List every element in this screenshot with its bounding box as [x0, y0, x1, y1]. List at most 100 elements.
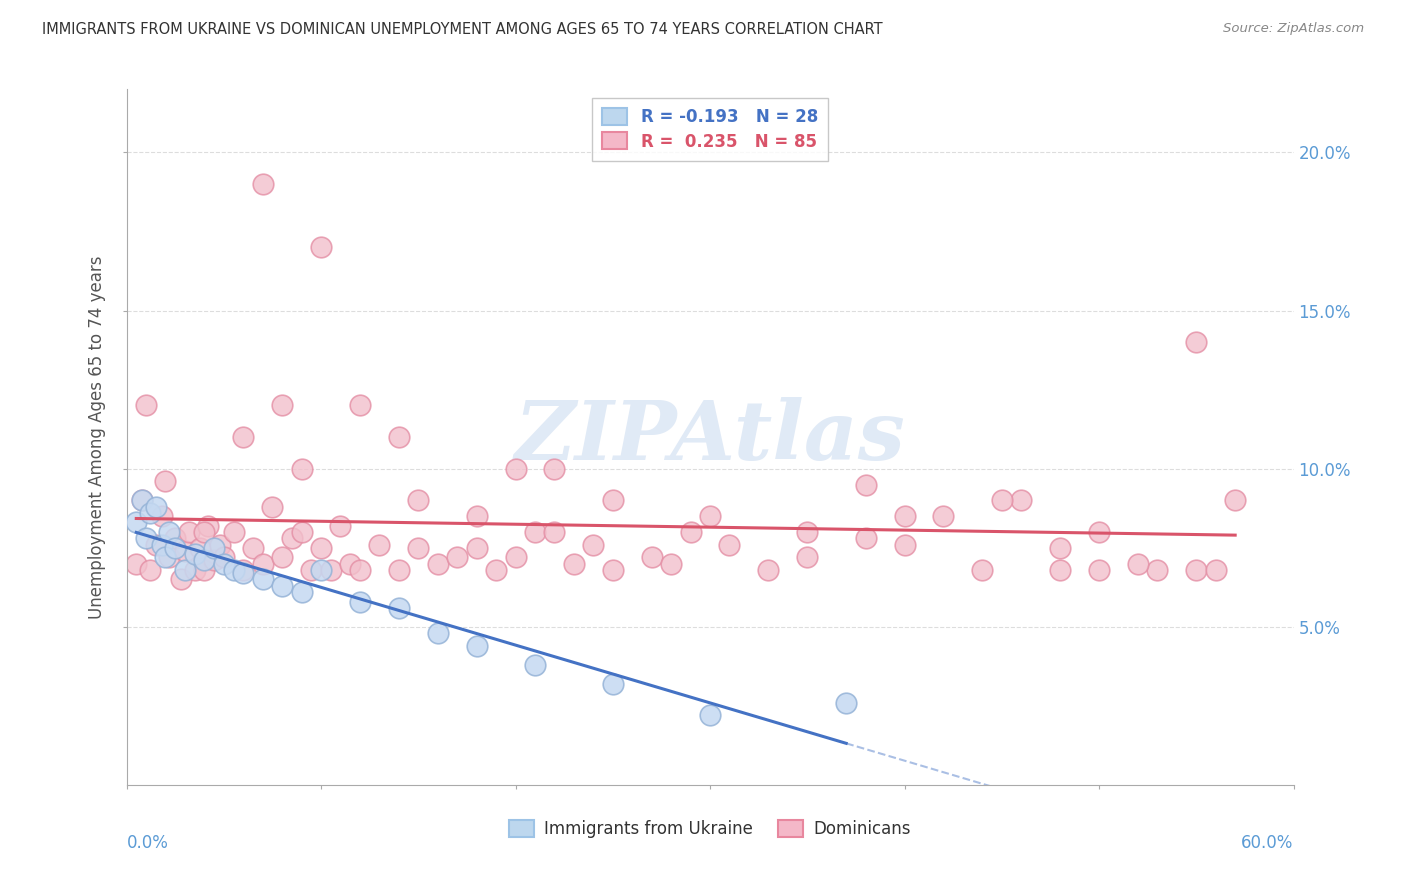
Point [368, 538, 391, 552]
Point [699, 708, 721, 723]
Point [262, 500, 284, 514]
Point [582, 538, 605, 552]
Text: Source: ZipAtlas.com: Source: ZipAtlas.com [1223, 22, 1364, 36]
Text: ZIPAtlas: ZIPAtlas [515, 397, 905, 477]
Point [145, 538, 167, 552]
Point [125, 557, 148, 571]
Point [1146, 563, 1168, 577]
Point [202, 553, 225, 567]
Point [893, 538, 915, 552]
Point [1088, 524, 1111, 539]
Point [543, 461, 565, 475]
Point [893, 509, 915, 524]
Point [150, 509, 173, 524]
Point [329, 518, 352, 533]
Point [222, 563, 245, 577]
Point [932, 509, 955, 524]
Point [388, 430, 411, 444]
Point [388, 600, 411, 615]
Point [972, 563, 994, 577]
Point [290, 524, 312, 539]
Point [183, 563, 205, 577]
Legend: Immigrants from Ukraine, Dominicans: Immigrants from Ukraine, Dominicans [501, 812, 920, 847]
Point [1205, 563, 1227, 577]
Point [125, 516, 148, 530]
Point [232, 563, 254, 577]
Point [426, 557, 449, 571]
Point [1049, 563, 1071, 577]
Point [718, 538, 741, 552]
Point [177, 524, 200, 539]
Point [299, 563, 322, 577]
Point [1185, 563, 1208, 577]
Point [426, 626, 449, 640]
Point [290, 461, 312, 475]
Point [679, 524, 702, 539]
Point [408, 493, 430, 508]
Text: 0.0%: 0.0% [127, 834, 169, 852]
Point [465, 541, 488, 555]
Point [170, 573, 193, 587]
Point [242, 541, 264, 555]
Point [699, 509, 721, 524]
Point [165, 531, 187, 545]
Point [252, 177, 274, 191]
Y-axis label: Unemployment Among Ages 65 to 74 years: Unemployment Among Ages 65 to 74 years [89, 255, 107, 619]
Point [222, 524, 245, 539]
Point [281, 531, 304, 545]
Point [193, 553, 215, 567]
Point [1049, 541, 1071, 555]
Point [271, 399, 294, 413]
Point [349, 399, 371, 413]
Text: 60.0%: 60.0% [1241, 834, 1294, 852]
Point [271, 550, 294, 565]
Point [165, 541, 187, 555]
Text: IMMIGRANTS FROM UKRAINE VS DOMINICAN UNEMPLOYMENT AMONG AGES 65 TO 74 YEARS CORR: IMMIGRANTS FROM UKRAINE VS DOMINICAN UNE… [42, 22, 883, 37]
Point [641, 550, 664, 565]
Point [523, 524, 546, 539]
Point [193, 563, 215, 577]
Point [835, 696, 858, 710]
Point [446, 550, 468, 565]
Point [155, 550, 177, 565]
Point [309, 541, 332, 555]
Point [339, 557, 361, 571]
Point [252, 557, 274, 571]
Point [319, 563, 342, 577]
Point [183, 547, 205, 561]
Point [157, 550, 180, 565]
Point [1088, 563, 1111, 577]
Point [465, 639, 488, 653]
Point [271, 579, 294, 593]
Point [1126, 557, 1149, 571]
Point [174, 563, 197, 577]
Point [252, 573, 274, 587]
Point [796, 524, 818, 539]
Point [1010, 493, 1032, 508]
Point [212, 557, 235, 571]
Point [135, 531, 157, 545]
Point [602, 493, 624, 508]
Point [562, 557, 585, 571]
Point [190, 541, 212, 555]
Point [139, 506, 162, 520]
Point [135, 399, 157, 413]
Point [150, 538, 173, 552]
Point [349, 563, 371, 577]
Point [543, 524, 565, 539]
Point [232, 430, 254, 444]
Point [1223, 493, 1246, 508]
Point [212, 550, 235, 565]
Point [855, 531, 877, 545]
Point [309, 240, 332, 254]
Point [388, 563, 411, 577]
Point [309, 563, 332, 577]
Point [505, 550, 527, 565]
Point [349, 594, 371, 608]
Point [602, 677, 624, 691]
Point [290, 585, 312, 599]
Point [990, 493, 1012, 508]
Point [232, 566, 254, 580]
Point [157, 524, 180, 539]
Point [197, 518, 219, 533]
